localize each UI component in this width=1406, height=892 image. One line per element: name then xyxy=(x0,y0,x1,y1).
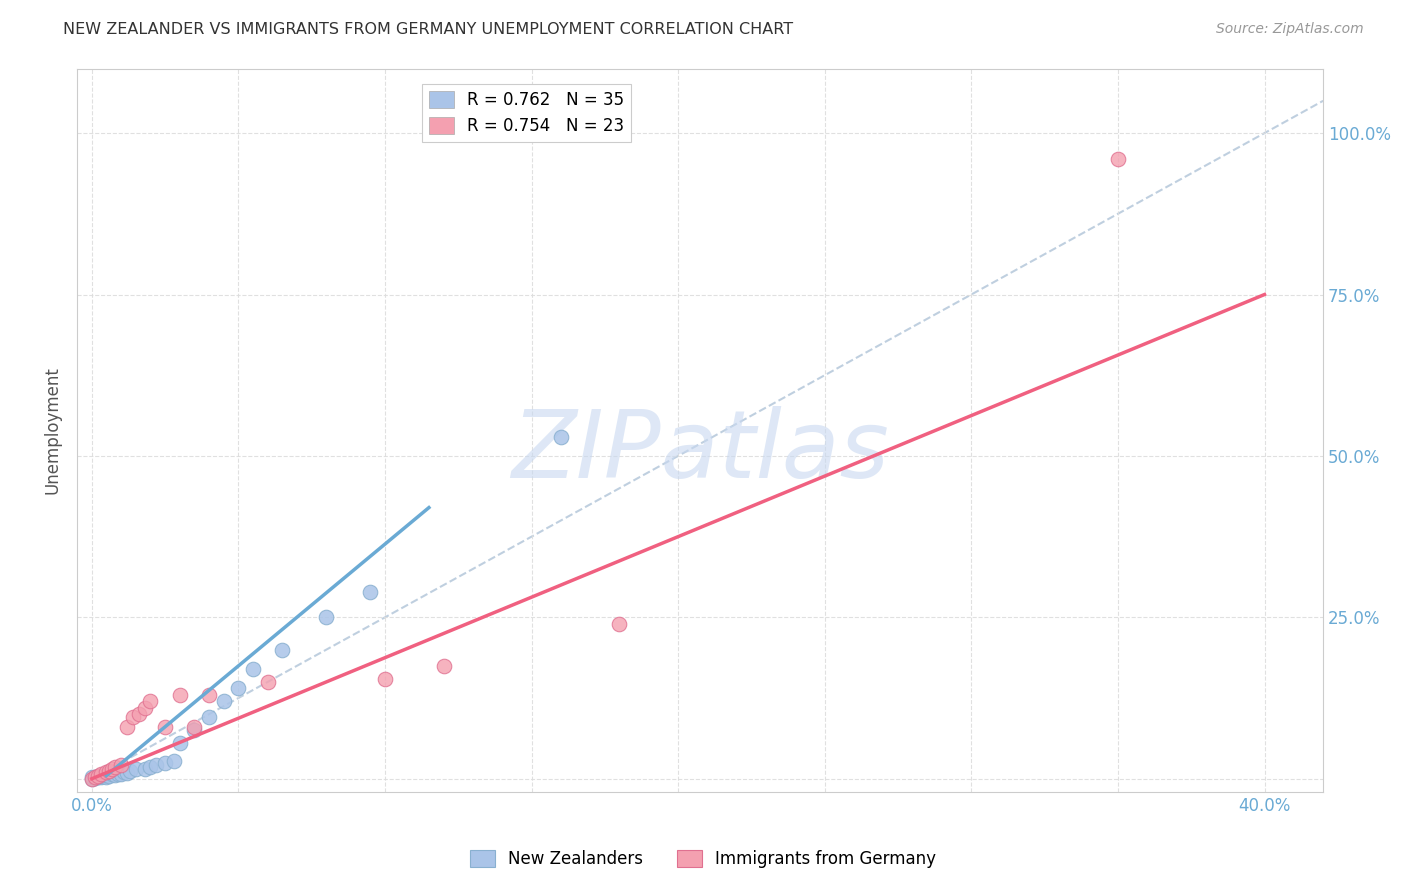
Point xyxy=(163,754,186,768)
Text: NEW ZEALANDER VS IMMIGRANTS FROM GERMANY UNEMPLOYMENT CORRELATION CHART: NEW ZEALANDER VS IMMIGRANTS FROM GERMANY… xyxy=(63,22,793,37)
Point xyxy=(112,765,135,780)
Point xyxy=(169,688,191,702)
Point xyxy=(139,760,162,774)
Point xyxy=(212,694,235,708)
Point xyxy=(169,736,191,750)
Point xyxy=(93,769,115,783)
Point xyxy=(101,762,124,776)
Point xyxy=(153,720,176,734)
Point xyxy=(242,662,264,676)
Point xyxy=(183,720,205,734)
Point xyxy=(134,762,156,776)
Point xyxy=(271,642,294,657)
Point xyxy=(104,768,127,782)
Point xyxy=(107,766,129,780)
Point xyxy=(315,610,337,624)
Point xyxy=(134,700,156,714)
Point xyxy=(98,764,121,778)
Point xyxy=(228,681,250,696)
Point xyxy=(86,768,108,782)
Point xyxy=(359,584,381,599)
Point xyxy=(145,757,167,772)
Point xyxy=(125,762,148,776)
Point xyxy=(115,766,138,780)
Point xyxy=(256,674,278,689)
Point xyxy=(83,770,105,784)
Point xyxy=(90,767,112,781)
Point xyxy=(86,769,108,783)
Point xyxy=(80,772,103,786)
Point xyxy=(198,688,221,702)
Point xyxy=(139,694,162,708)
Point xyxy=(374,672,396,686)
Y-axis label: Unemployment: Unemployment xyxy=(44,367,60,494)
Point xyxy=(115,720,138,734)
Point xyxy=(80,772,103,786)
Legend: R = 0.762   N = 35, R = 0.754   N = 23: R = 0.762 N = 35, R = 0.754 N = 23 xyxy=(422,84,631,142)
Point xyxy=(121,710,143,724)
Text: Source: ZipAtlas.com: Source: ZipAtlas.com xyxy=(1216,22,1364,37)
Point xyxy=(198,710,221,724)
Point xyxy=(83,771,105,785)
Legend: New Zealanders, Immigrants from Germany: New Zealanders, Immigrants from Germany xyxy=(464,843,942,875)
Point xyxy=(609,616,631,631)
Point xyxy=(432,658,454,673)
Point xyxy=(83,770,105,784)
Point xyxy=(1107,152,1129,166)
Point xyxy=(96,770,118,784)
Point xyxy=(104,760,127,774)
Point xyxy=(128,707,150,722)
Point xyxy=(96,765,118,780)
Point xyxy=(96,768,118,782)
Point xyxy=(118,764,141,778)
Point xyxy=(550,429,572,443)
Point xyxy=(183,723,205,738)
Point xyxy=(110,767,132,781)
Point xyxy=(86,771,108,785)
Point xyxy=(90,770,112,784)
Point xyxy=(110,757,132,772)
Point xyxy=(153,756,176,770)
Point xyxy=(98,768,121,782)
Text: ZIPatlas: ZIPatlas xyxy=(512,406,889,498)
Point xyxy=(90,768,112,782)
Point xyxy=(101,767,124,781)
Point xyxy=(80,771,103,785)
